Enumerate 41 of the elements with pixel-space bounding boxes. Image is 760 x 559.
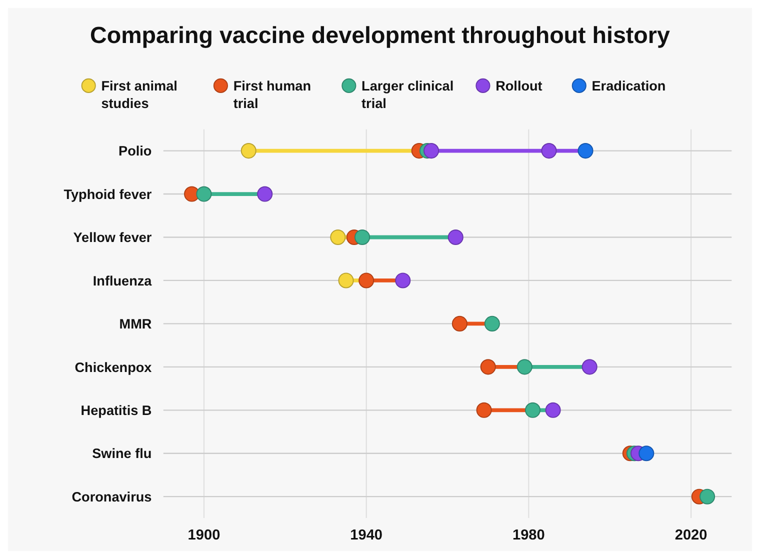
point [240, 143, 256, 159]
legend-label: Eradication [592, 78, 666, 94]
y-tick-label: Swine flu [92, 446, 152, 462]
y-tick-label: Chickenpox [74, 360, 152, 375]
point [395, 272, 411, 288]
point [257, 186, 273, 202]
point [638, 446, 654, 462]
chart-title: Comparing vaccine development throughout history [90, 22, 670, 48]
legend-label: First human trial [233, 78, 312, 112]
point [541, 143, 557, 159]
y-tick-label: Hepatitis B [80, 403, 152, 418]
point [330, 229, 346, 246]
legend-label: First animal studies [101, 78, 178, 112]
point [448, 229, 464, 246]
y-tick-label: Polio [118, 144, 152, 159]
x-tick-label: 2020 [674, 527, 708, 544]
point [452, 316, 468, 332]
x-tick-label: 1940 [350, 527, 383, 544]
legend-label: Rollout [496, 78, 543, 94]
x-tick-label: 1980 [512, 527, 545, 544]
y-tick-label: Yellow fever [73, 230, 152, 246]
point [358, 272, 374, 288]
point [484, 316, 500, 332]
point [338, 272, 354, 288]
y-tick-label: Influenza [92, 273, 152, 288]
point [700, 488, 716, 504]
x-tick-label: 1900 [188, 527, 220, 544]
point [424, 143, 440, 159]
point [354, 229, 370, 246]
point [476, 402, 492, 418]
point [524, 402, 541, 418]
y-tick-label: Typhoid fever [64, 186, 152, 202]
legend-label: Larger clinical trial [362, 78, 454, 112]
point [196, 186, 212, 202]
point [578, 143, 594, 159]
point [582, 359, 598, 375]
point [480, 359, 496, 375]
point [516, 359, 532, 375]
y-tick-label: MMR [119, 316, 152, 332]
point [545, 402, 561, 418]
y-tick-label: Coronavirus [72, 489, 152, 504]
